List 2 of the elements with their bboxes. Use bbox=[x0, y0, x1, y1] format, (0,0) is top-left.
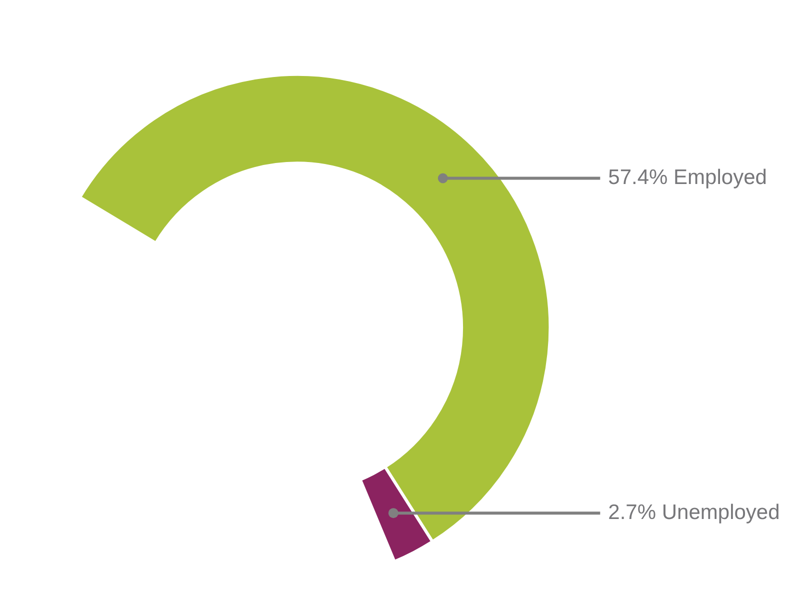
slice-label: 2.7% Unemployed bbox=[608, 500, 780, 524]
slice-label: 57.4% Employed bbox=[608, 166, 767, 190]
